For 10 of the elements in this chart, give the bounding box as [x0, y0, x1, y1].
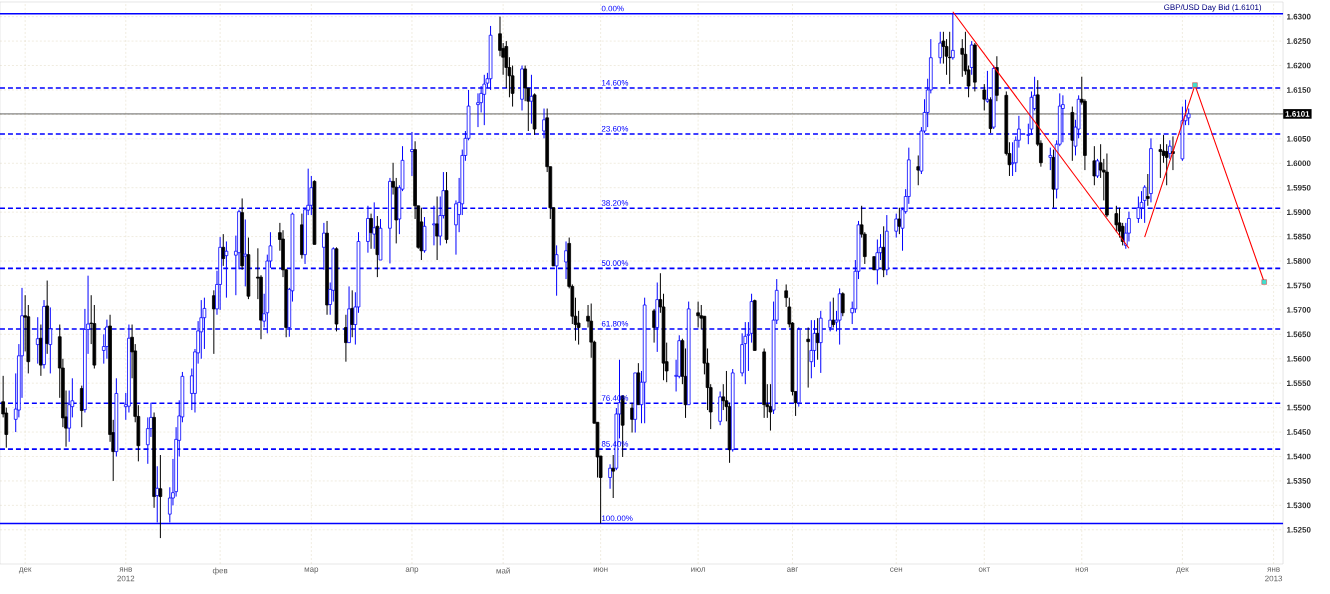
candlestick — [1095, 158, 1100, 179]
candlestick — [872, 256, 877, 271]
candlestick — [1145, 173, 1150, 207]
candlestick — [312, 179, 317, 245]
candlestick — [1168, 139, 1172, 160]
candlestick — [1048, 147, 1053, 171]
candlestick — [768, 383, 773, 432]
candlestick — [608, 463, 612, 490]
candlestick — [894, 213, 899, 239]
candlestick — [564, 240, 568, 280]
